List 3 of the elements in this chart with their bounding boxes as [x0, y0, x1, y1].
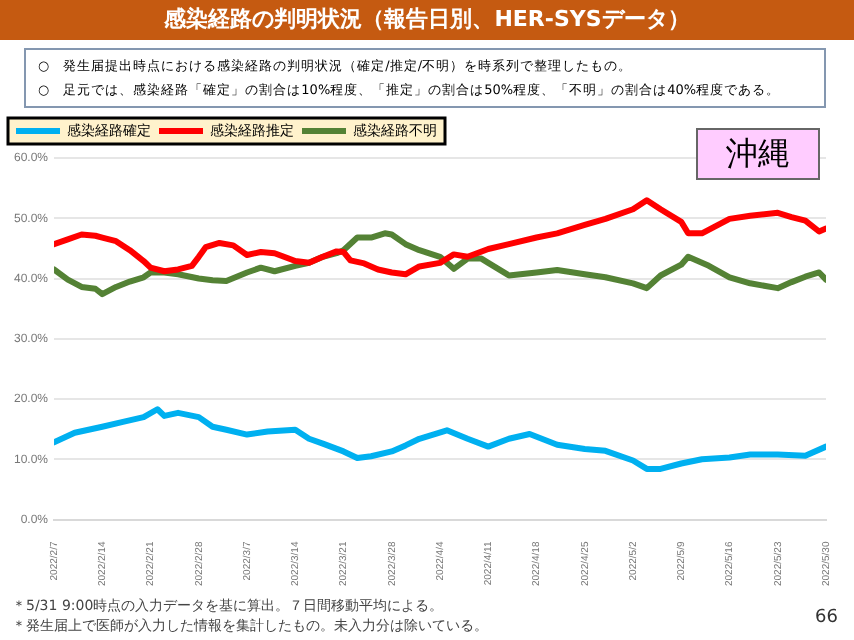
- text: 66: [815, 608, 838, 628]
- annotation: 沖縄: [696, 128, 820, 180]
- chart-title: 感染経路の判明状況（報告日別、HER-SYSデータ）: [0, 0, 854, 40]
